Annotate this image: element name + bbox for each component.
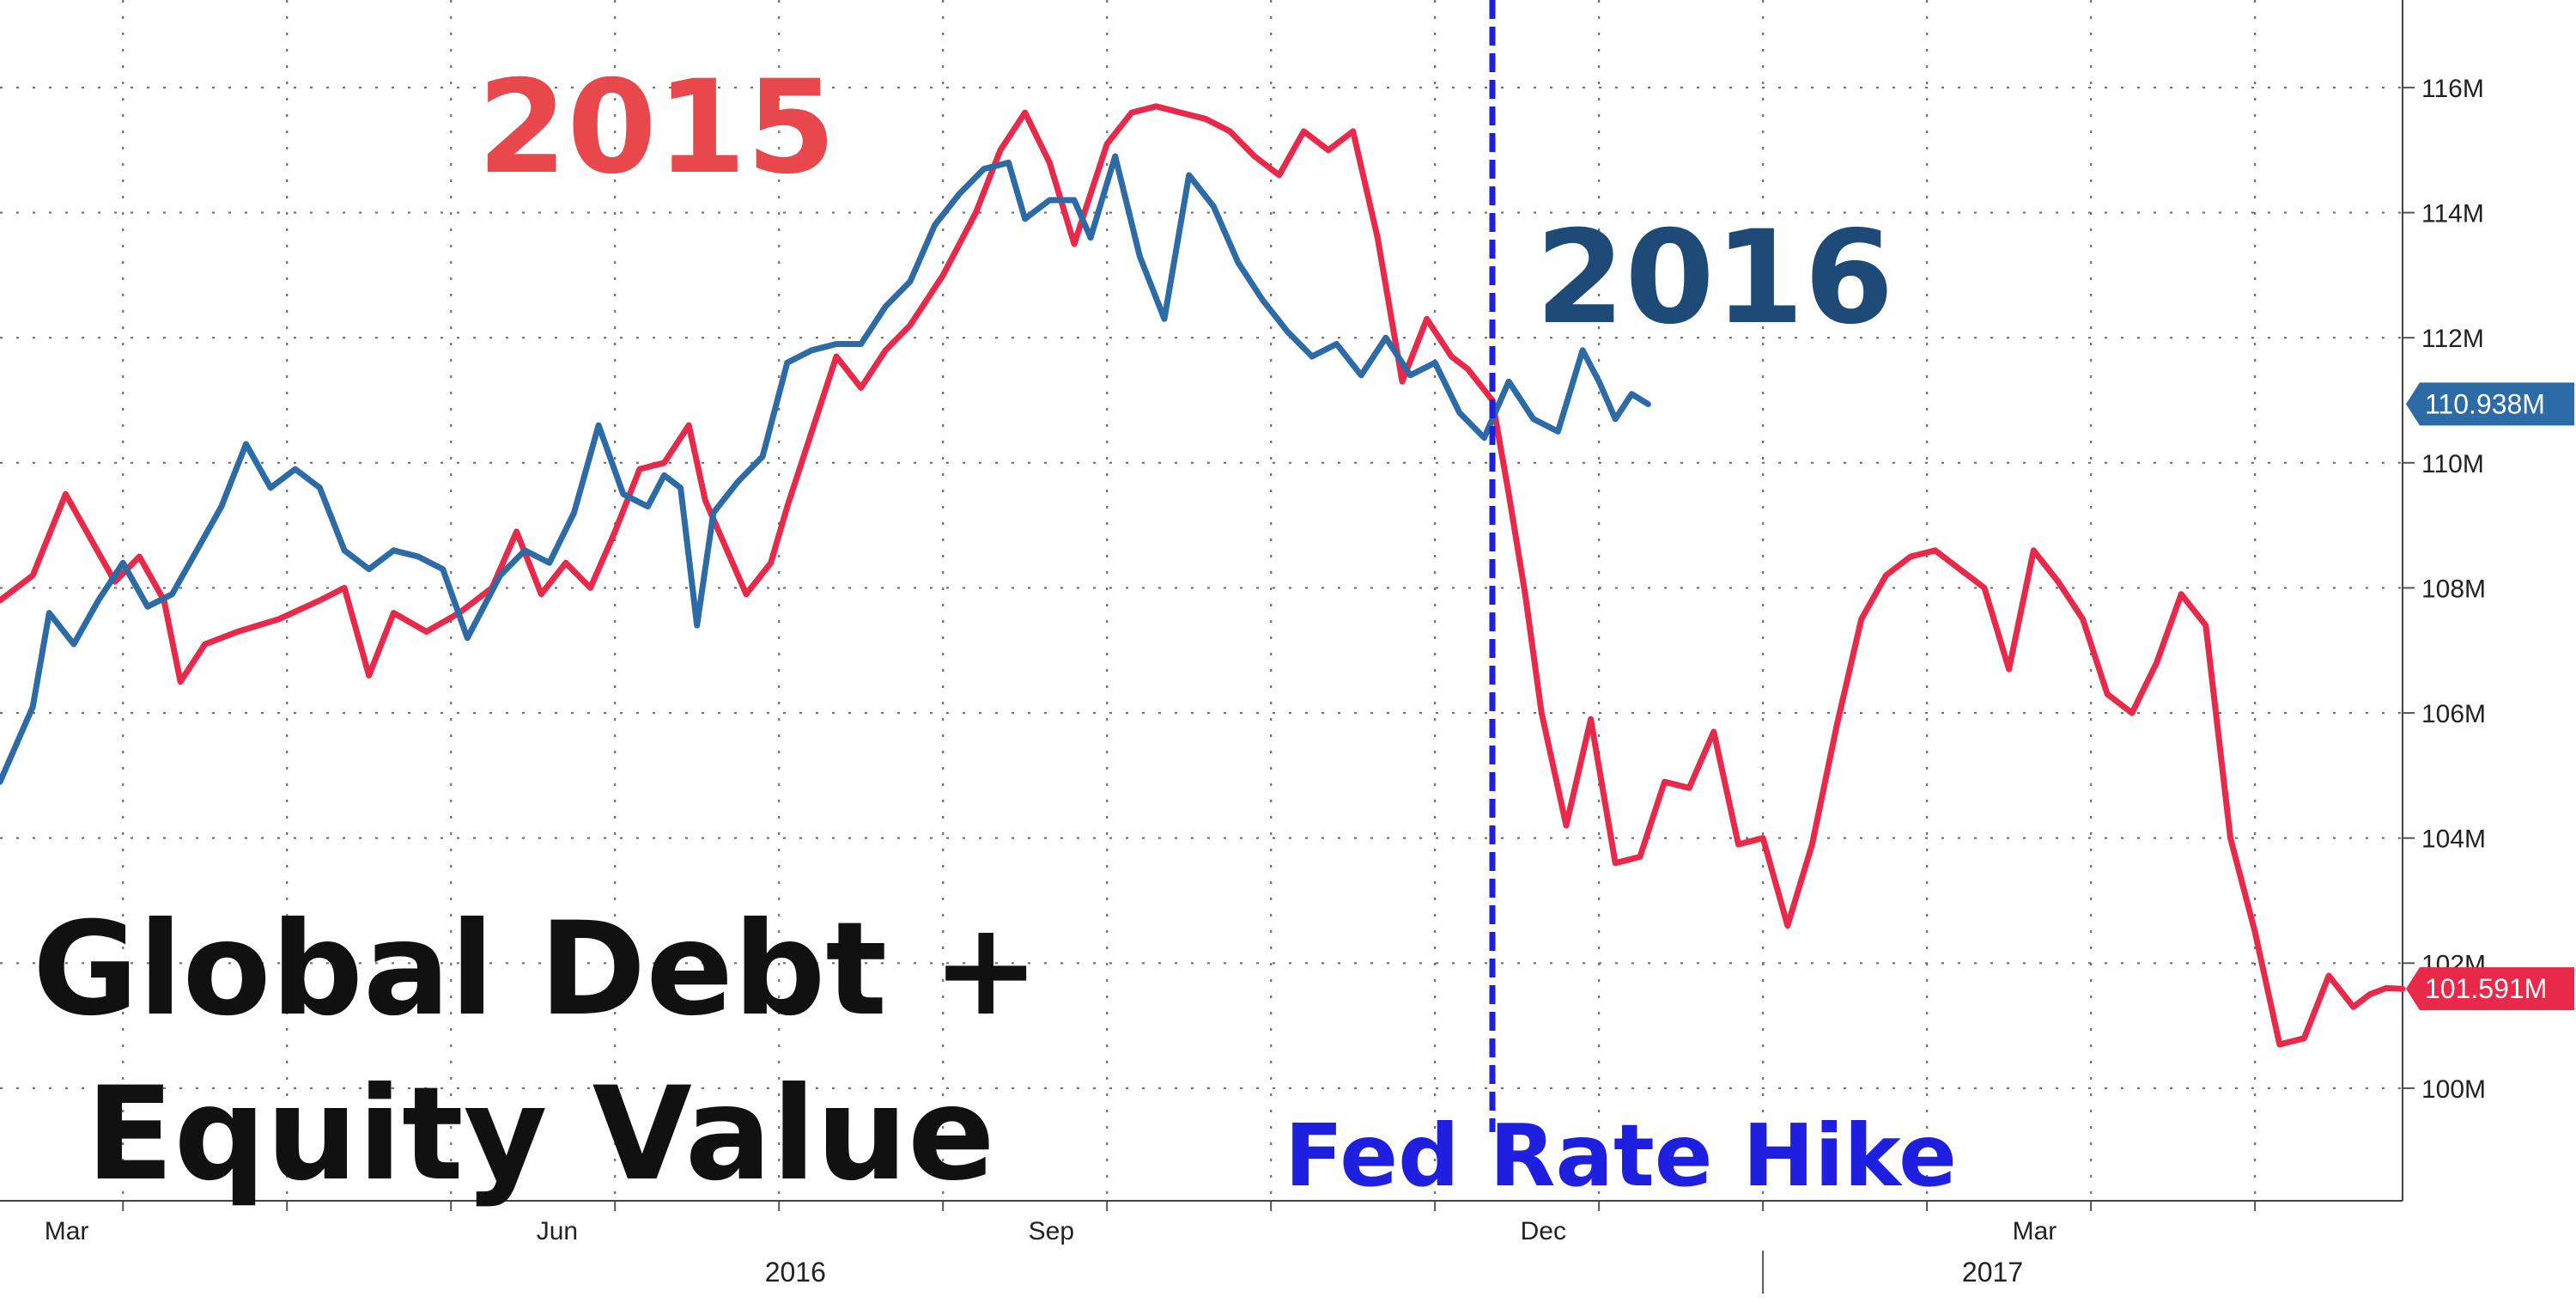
chart-title-line-1: Global Debt +: [33, 895, 1040, 1044]
chart-title-line-2: Equity Value: [86, 1060, 995, 1209]
label-2015: 2015: [477, 53, 835, 203]
x-month-label: Jun: [537, 1217, 578, 1245]
series-layer: [0, 0, 2406, 1132]
x-month-label: Mar: [2013, 1217, 2057, 1245]
y-tick-label: 106M: [2421, 700, 2486, 728]
annotation-layer: 2015 2016 Global Debt + Equity Value Fed…: [33, 53, 1957, 1209]
y-tick-label: 108M: [2421, 575, 2486, 603]
x-month-label: Sep: [1029, 1217, 1074, 1245]
red-series-line: [0, 103, 2406, 1048]
x-year-label: 2017: [1962, 1257, 2023, 1288]
blue-last-value-label: 110.938M: [2425, 388, 2545, 419]
y-tick-label: 116M: [2421, 75, 2484, 103]
y-tick-label: 110M: [2421, 450, 2484, 478]
x-year-label: 2016: [765, 1257, 826, 1288]
x-month-label: Mar: [45, 1217, 89, 1245]
y-tick-label: 112M: [2421, 325, 2484, 353]
red-last-value-label: 101.591M: [2425, 973, 2547, 1004]
last-value-tags: 101.591M 110.938M: [2406, 382, 2574, 1011]
x-month-label: Dec: [1521, 1217, 1566, 1245]
y-tick-label: 104M: [2421, 825, 2486, 854]
blue-last-value-tag: [2406, 382, 2574, 426]
y-tick-label: 100M: [2421, 1075, 2486, 1104]
red-last-value-tag: [2406, 967, 2574, 1011]
blue-series-line: [0, 153, 1651, 785]
label-2016: 2016: [1535, 204, 1893, 353]
y-tick-label: 114M: [2421, 200, 2484, 228]
fed-rate-hike-label: Fed Rate Hike: [1285, 1105, 1957, 1206]
